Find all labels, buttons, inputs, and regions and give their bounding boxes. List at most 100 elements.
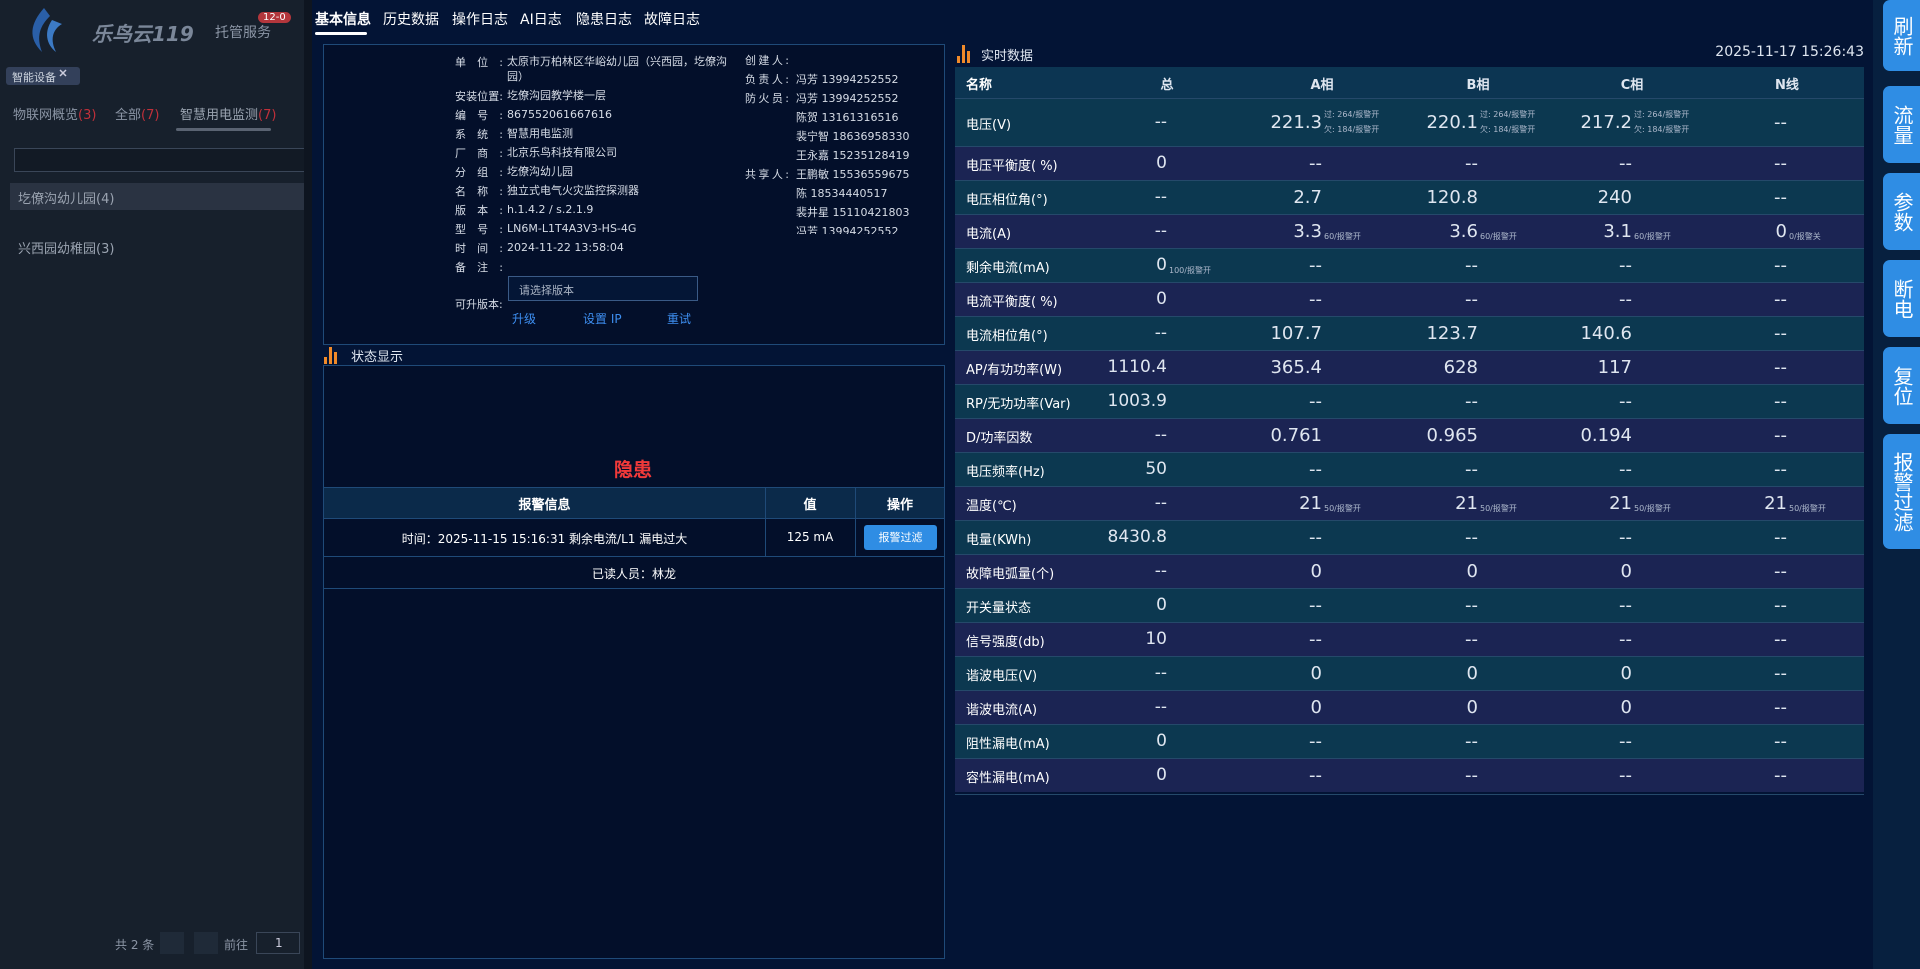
cell-value c3: -- bbox=[1619, 153, 1632, 174]
cell-value c0: 1110.4 bbox=[1107, 357, 1167, 377]
side-button[interactable]: 报警过滤 bbox=[1883, 434, 1920, 549]
version-select[interactable]: 请选择版本 bbox=[508, 276, 698, 301]
cell-value c1: -- bbox=[1309, 289, 1322, 310]
pager-next[interactable] bbox=[194, 932, 218, 954]
contact-value: 冯芳 13994252552 bbox=[796, 73, 899, 86]
group-row[interactable]: 圪僚沟幼儿园(4) bbox=[10, 183, 306, 210]
side-button[interactable]: 参数 bbox=[1883, 173, 1920, 250]
cell-value c4: -- bbox=[1774, 187, 1787, 208]
side-button[interactable]: 刷新 bbox=[1883, 0, 1920, 71]
alarm-header-cell: 操作 bbox=[886, 498, 913, 513]
cell-value c3: -- bbox=[1619, 391, 1632, 412]
cell-value c2: 220.1 bbox=[1426, 112, 1478, 133]
cell-value c3: 3.1 bbox=[1603, 221, 1632, 242]
side-button[interactable]: 流量 bbox=[1883, 86, 1920, 163]
pager-input[interactable]: 1 bbox=[256, 932, 300, 954]
tab[interactable]: 故障日志 bbox=[644, 12, 700, 28]
filter[interactable]: 智慧用电监测(7) bbox=[180, 104, 276, 123]
cell-value c3: -- bbox=[1619, 595, 1632, 616]
cell-value c0: 10 bbox=[1145, 629, 1167, 649]
cell-value c2: -- bbox=[1465, 731, 1478, 752]
cell-value c2: -- bbox=[1465, 595, 1478, 616]
filter-count: (3) bbox=[78, 108, 97, 123]
filter-button[interactable]: 报警过滤 bbox=[864, 525, 937, 550]
action-link[interactable]: 重试 bbox=[667, 312, 692, 326]
header-cell c3: B相 bbox=[1466, 78, 1490, 93]
contact-label: 创建人: bbox=[745, 54, 789, 67]
cell-value c2: 0 bbox=[1466, 697, 1478, 718]
search-input[interactable] bbox=[14, 148, 306, 172]
field-label: 系统: bbox=[455, 128, 503, 141]
field-label: 时间: bbox=[455, 242, 503, 255]
cell-value c4: -- bbox=[1774, 459, 1787, 480]
tab[interactable]: 历史数据 bbox=[383, 12, 439, 28]
cell-note: 欠: 184/报警开 bbox=[1324, 125, 1380, 134]
side-button[interactable]: 复位 bbox=[1883, 347, 1920, 424]
cell-value c3: -- bbox=[1619, 527, 1632, 548]
tab[interactable]: 隐患日志 bbox=[576, 12, 632, 28]
cell-value c3: 117 bbox=[1597, 357, 1632, 378]
cell-value c4: 0 bbox=[1775, 221, 1787, 242]
cell-value c0: -- bbox=[1154, 221, 1167, 241]
tab[interactable]: 操作日志 bbox=[452, 12, 508, 28]
realtime-table: 名称总 A相 B相 C相 N线 电压(V) -- 221.3 过: 264/报警开 欠: 184/… bbox=[955, 67, 1864, 795]
cell-value c4: -- bbox=[1774, 112, 1787, 133]
row-name: RP/无功功率(Var) bbox=[966, 397, 1071, 412]
status-title: 状态显示 bbox=[351, 350, 404, 365]
nav-item[interactable]: 托管服务 bbox=[215, 25, 271, 41]
action-link[interactable]: 设置 IP bbox=[583, 312, 622, 326]
cell-value c0: 1003.9 bbox=[1107, 391, 1167, 411]
cell-value c1: -- bbox=[1309, 391, 1322, 412]
row-name: 谐波电流(A) bbox=[966, 703, 1038, 718]
side-button[interactable]: 断电 bbox=[1883, 260, 1920, 337]
badge: 12-0 bbox=[258, 12, 291, 23]
cell-value c2: 21 bbox=[1455, 493, 1478, 514]
contact-value: 陈贺 13161316516 bbox=[796, 111, 899, 124]
row-name: 电压相位角(°) bbox=[966, 193, 1048, 208]
cell-value c0: -- bbox=[1154, 561, 1167, 581]
row-name: 信号强度(db) bbox=[966, 635, 1045, 650]
tab-chip[interactable]: 智能设备 bbox=[6, 67, 80, 85]
cell-value c0: 0 bbox=[1156, 595, 1167, 615]
field-value: 圪僚沟园教学楼一层 bbox=[507, 89, 606, 102]
cell-value c4: -- bbox=[1774, 391, 1787, 412]
alarm-header bbox=[324, 487, 944, 519]
cell-value c2: -- bbox=[1465, 153, 1478, 174]
row-name: 开关量状态 bbox=[966, 601, 1032, 616]
filter[interactable]: 全部(7) bbox=[115, 104, 159, 123]
cell-value c3: -- bbox=[1619, 255, 1632, 276]
filter[interactable]: 物联网概览(3) bbox=[13, 104, 96, 123]
row-name: 故障电弧量(个) bbox=[966, 567, 1055, 582]
tab[interactable]: AI日志 bbox=[520, 12, 562, 28]
field-label: 名称: bbox=[455, 185, 503, 198]
row-name: 电压频率(Hz) bbox=[966, 465, 1045, 480]
cell-value c0: 50 bbox=[1145, 459, 1167, 479]
group-label: 兴西园幼稚园(3) bbox=[18, 242, 115, 257]
cell-value c3: 240 bbox=[1597, 187, 1632, 208]
status-state: 隐患 bbox=[614, 459, 653, 481]
cell-value c3: 217.2 bbox=[1580, 112, 1632, 133]
cell-value c2: -- bbox=[1465, 255, 1478, 276]
pager-prev[interactable] bbox=[160, 932, 184, 954]
cell-value c4: -- bbox=[1774, 357, 1787, 378]
cell-value c1: 107.7 bbox=[1270, 323, 1322, 344]
filter-count: (7) bbox=[141, 108, 160, 123]
contacts: 创建人: 负责人: 冯芳 13994252552 防火员: 冯芳 13994252552… bbox=[740, 52, 920, 234]
cell-note: 100/报警开 bbox=[1169, 266, 1211, 275]
alarm-header-cell: 值 bbox=[803, 498, 817, 513]
cell-value c3: 140.6 bbox=[1580, 323, 1632, 344]
cell-value c1: -- bbox=[1309, 765, 1322, 786]
cell-value c3: -- bbox=[1619, 629, 1632, 650]
action-link[interactable]: 升级 bbox=[512, 312, 537, 326]
cell-value c2: 0.965 bbox=[1426, 425, 1478, 446]
group-row[interactable]: 兴西园幼稚园(3) bbox=[10, 233, 306, 260]
table-row: 开关量状态 0 -- -- -- -- bbox=[955, 588, 1864, 622]
col-divider bbox=[765, 487, 766, 557]
cell-value c1: -- bbox=[1309, 595, 1322, 616]
row-name: 电流相位角(°) bbox=[966, 329, 1048, 344]
cell-value c2: 0 bbox=[1466, 561, 1478, 582]
cell-value c1: -- bbox=[1309, 459, 1322, 480]
tab[interactable]: 基本信息 bbox=[315, 12, 371, 28]
filter-label: 智慧用电监测 bbox=[180, 108, 259, 123]
cell-note: 0/报警关 bbox=[1789, 232, 1821, 241]
